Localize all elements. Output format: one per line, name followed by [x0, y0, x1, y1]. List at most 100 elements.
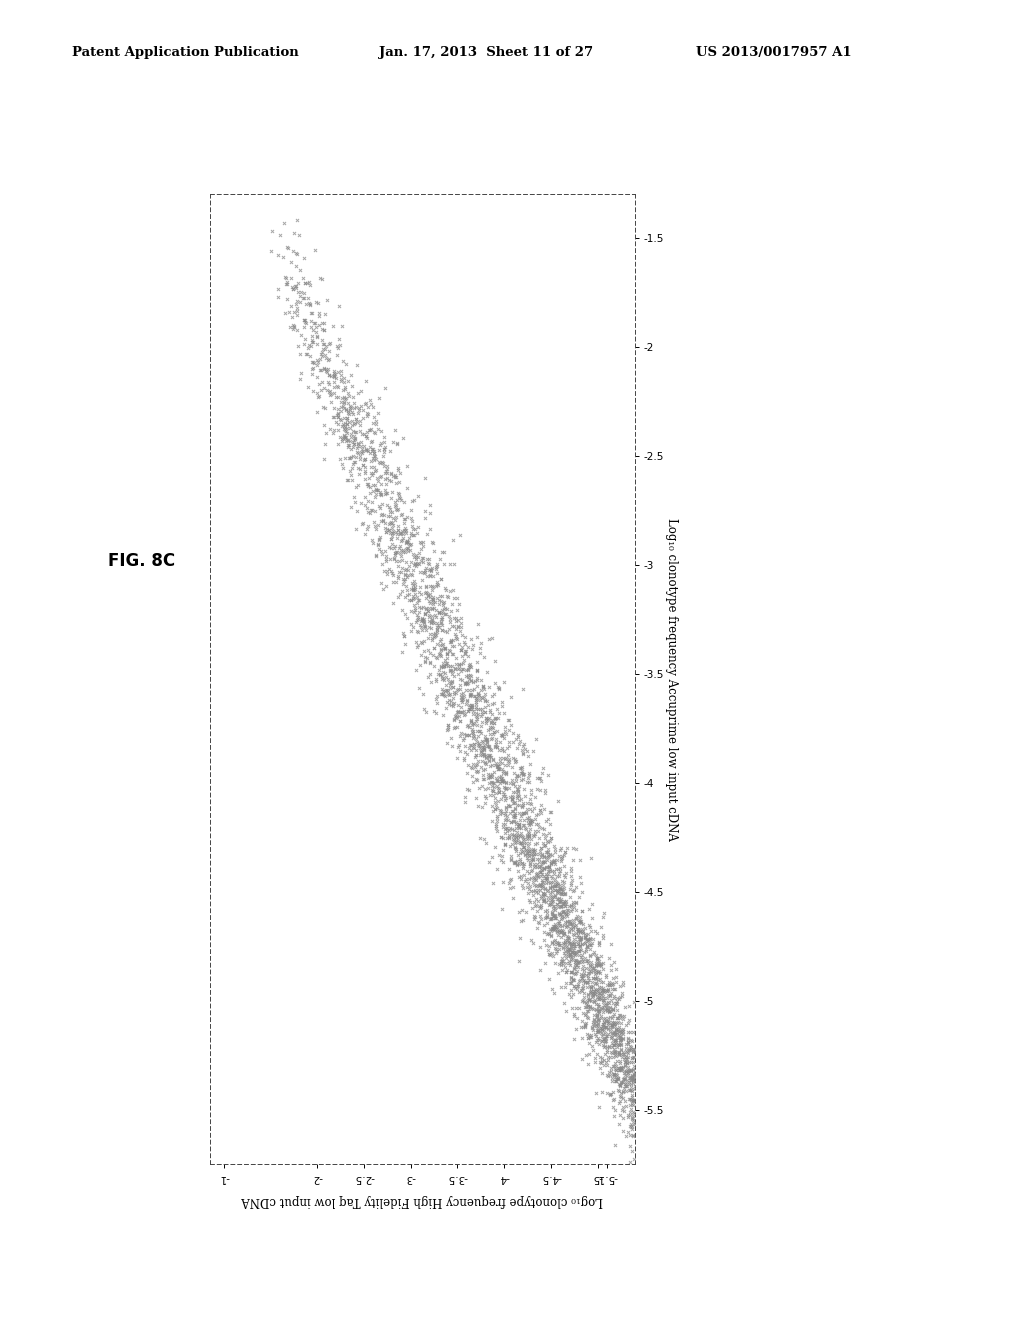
Point	[528, 843, 545, 865]
Point	[598, 1010, 614, 1031]
Point	[603, 978, 620, 999]
Point	[514, 678, 530, 700]
Point	[504, 787, 520, 808]
Point	[502, 876, 518, 898]
Point	[538, 907, 554, 928]
Point	[610, 1057, 627, 1078]
Point	[493, 826, 509, 847]
Point	[356, 449, 373, 470]
Point	[416, 611, 432, 632]
Point	[399, 560, 416, 581]
Point	[596, 1036, 612, 1057]
Point	[507, 799, 523, 820]
Point	[444, 735, 461, 756]
Point	[510, 832, 526, 853]
Point	[524, 859, 541, 880]
Point	[379, 564, 395, 585]
Point	[531, 875, 548, 896]
Point	[621, 1039, 637, 1060]
Point	[551, 911, 567, 932]
Point	[288, 255, 304, 276]
Point	[553, 921, 569, 942]
Point	[543, 853, 559, 874]
Point	[568, 892, 585, 913]
Point	[469, 689, 485, 710]
Point	[457, 704, 473, 725]
Point	[299, 343, 315, 364]
Point	[336, 371, 352, 392]
Point	[362, 389, 379, 411]
Point	[606, 1022, 623, 1043]
Point	[312, 360, 329, 381]
Point	[477, 833, 494, 854]
Point	[308, 292, 325, 313]
Point	[617, 1015, 634, 1036]
Point	[617, 1061, 634, 1082]
Point	[560, 941, 577, 962]
Point	[436, 598, 453, 619]
Point	[301, 271, 317, 292]
Point	[525, 841, 542, 862]
Point	[521, 855, 538, 876]
Point	[444, 630, 461, 651]
Point	[505, 888, 521, 909]
Point	[534, 843, 550, 865]
Point	[495, 840, 511, 861]
Point	[566, 942, 583, 964]
Point	[580, 995, 596, 1016]
Point	[478, 710, 495, 731]
Point	[517, 843, 534, 865]
Point	[382, 560, 398, 581]
Point	[540, 903, 556, 924]
Point	[472, 721, 488, 742]
Point	[414, 550, 430, 572]
Point	[567, 978, 584, 999]
Point	[442, 579, 459, 601]
Point	[591, 977, 607, 998]
Point	[561, 896, 578, 917]
Point	[589, 1044, 605, 1065]
Point	[502, 803, 518, 824]
Point	[514, 756, 530, 777]
Point	[495, 851, 511, 873]
Point	[510, 781, 526, 803]
Point	[586, 1008, 602, 1030]
Point	[506, 763, 522, 784]
Point	[404, 572, 421, 593]
Point	[452, 620, 468, 642]
Point	[507, 781, 523, 803]
Point	[455, 729, 471, 750]
Point	[594, 1063, 610, 1084]
Point	[515, 777, 531, 799]
Point	[371, 495, 387, 516]
Point	[315, 319, 332, 341]
Point	[580, 983, 596, 1005]
Point	[360, 403, 377, 424]
Point	[582, 1043, 598, 1064]
Point	[512, 833, 528, 854]
Point	[337, 389, 353, 411]
Point	[511, 766, 527, 787]
Point	[583, 935, 599, 956]
Point	[419, 576, 435, 597]
Point	[524, 801, 541, 822]
Point	[610, 1018, 627, 1039]
Point	[546, 931, 562, 952]
Point	[557, 911, 573, 932]
Point	[597, 1032, 613, 1053]
Point	[547, 916, 563, 937]
Point	[391, 523, 408, 544]
Point	[611, 1090, 628, 1111]
Point	[473, 632, 489, 653]
Point	[356, 461, 373, 482]
Point	[620, 1047, 636, 1068]
Point	[574, 965, 591, 986]
Point	[426, 701, 442, 722]
Point	[421, 610, 437, 631]
Point	[613, 1045, 630, 1067]
Point	[557, 895, 573, 916]
Point	[560, 928, 577, 949]
Point	[428, 645, 444, 667]
Point	[449, 599, 465, 620]
Point	[366, 457, 382, 478]
